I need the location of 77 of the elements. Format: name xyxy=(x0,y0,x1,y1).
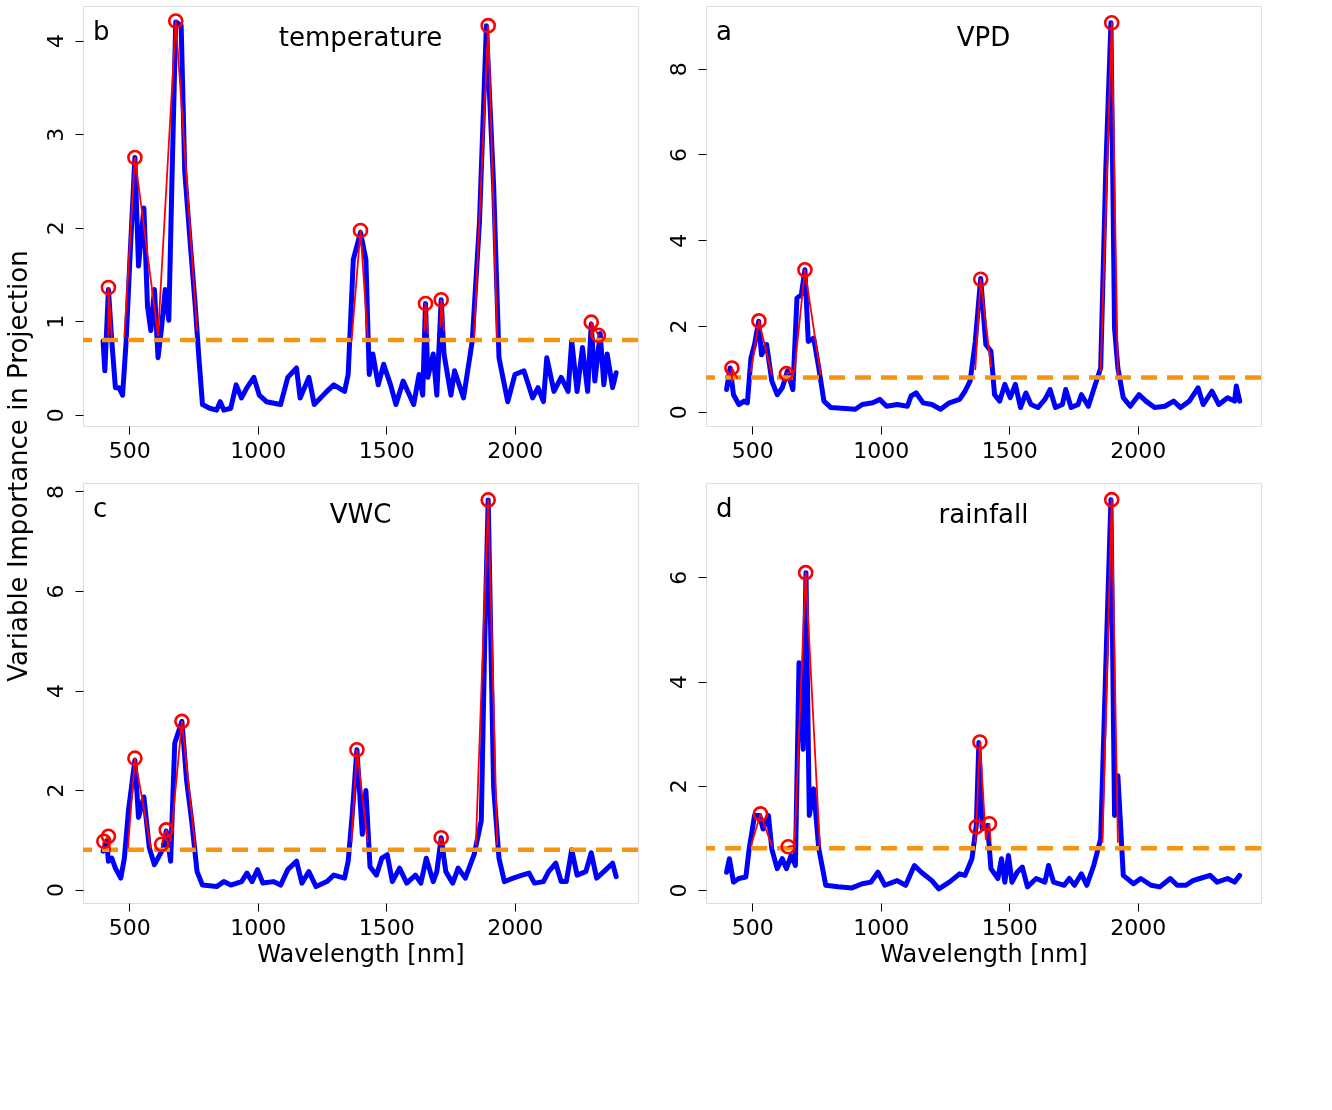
point xyxy=(158,822,175,838)
point xyxy=(417,295,434,312)
x-tick-label: 2000 xyxy=(487,914,544,940)
point xyxy=(433,830,449,846)
y-tick-label: 2 xyxy=(665,319,691,334)
x-tick-label: 1000 xyxy=(853,437,910,463)
x-tick-label: 1500 xyxy=(981,437,1038,463)
x-tick-label: 500 xyxy=(108,914,151,940)
point xyxy=(167,13,184,29)
y-tick-label: 3 xyxy=(42,127,68,142)
y-tick-label: 2 xyxy=(665,779,691,794)
y-tick-label: 0 xyxy=(665,883,691,898)
text: VWC xyxy=(329,499,392,529)
text: rainfall xyxy=(938,499,1029,529)
point xyxy=(1103,14,1120,31)
text: temperature xyxy=(278,22,443,52)
x-tick-label: 1000 xyxy=(853,914,910,940)
y-tick-label: 6 xyxy=(42,584,68,599)
point xyxy=(1103,491,1120,508)
y-tick-label: 4 xyxy=(665,675,691,690)
point xyxy=(778,365,795,382)
point xyxy=(480,17,497,34)
point xyxy=(972,734,988,750)
x-tick-label: 500 xyxy=(731,437,774,463)
x-tick-label: 2000 xyxy=(1110,914,1167,940)
x-axis-title: Wavelength [nm] xyxy=(880,939,1088,968)
x-axis-title: Wavelength [nm] xyxy=(257,939,465,968)
annotation: c xyxy=(93,493,108,523)
annotation: b xyxy=(93,16,110,46)
y-tick-label: 6 xyxy=(665,147,691,162)
y-tick-label: 8 xyxy=(665,62,691,77)
point xyxy=(352,222,369,239)
y-tick-label: 0 xyxy=(42,408,68,423)
point xyxy=(780,838,797,855)
point xyxy=(981,815,998,832)
x-tick-label: 1500 xyxy=(981,914,1038,940)
y-axis-title: Variable Importance in Projection xyxy=(3,250,33,682)
point xyxy=(433,291,449,308)
point xyxy=(480,492,497,508)
point xyxy=(95,833,112,850)
point xyxy=(583,314,600,330)
y-tick-label: 6 xyxy=(665,570,691,585)
point xyxy=(349,741,365,758)
x-tick-label: 500 xyxy=(731,914,774,940)
point xyxy=(100,279,117,296)
point xyxy=(751,313,767,329)
point xyxy=(797,564,814,581)
y-tick-label: 0 xyxy=(42,883,68,898)
y-tick-label: 2 xyxy=(42,221,68,236)
x-tick-label: 1000 xyxy=(230,437,287,463)
point xyxy=(752,806,769,822)
y-tick-label: 8 xyxy=(42,484,68,499)
point xyxy=(127,149,143,166)
y-tick-label: 0 xyxy=(665,405,691,420)
text: VPD xyxy=(956,22,1011,52)
annotation: d xyxy=(716,493,733,523)
point xyxy=(797,262,813,278)
y-tick-label: 4 xyxy=(665,233,691,248)
y-tick-label: 2 xyxy=(42,783,68,798)
x-tick-label: 1000 xyxy=(230,914,287,940)
y-tick-label: 4 xyxy=(42,684,68,699)
point xyxy=(590,327,607,344)
x-tick-label: 500 xyxy=(108,437,151,463)
point xyxy=(100,828,117,845)
point xyxy=(153,836,170,853)
x-tick-label: 2000 xyxy=(487,437,544,463)
point xyxy=(972,271,989,288)
y-tick-label: 4 xyxy=(42,34,68,49)
y-tick-label: 1 xyxy=(42,314,68,329)
point xyxy=(724,360,740,376)
annotation: a xyxy=(716,16,732,46)
point xyxy=(127,750,143,766)
x-tick-label: 1500 xyxy=(358,437,415,463)
point xyxy=(174,713,190,730)
x-tick-label: 1500 xyxy=(358,914,415,940)
x-tick-label: 2000 xyxy=(1110,437,1167,463)
point xyxy=(968,819,985,835)
